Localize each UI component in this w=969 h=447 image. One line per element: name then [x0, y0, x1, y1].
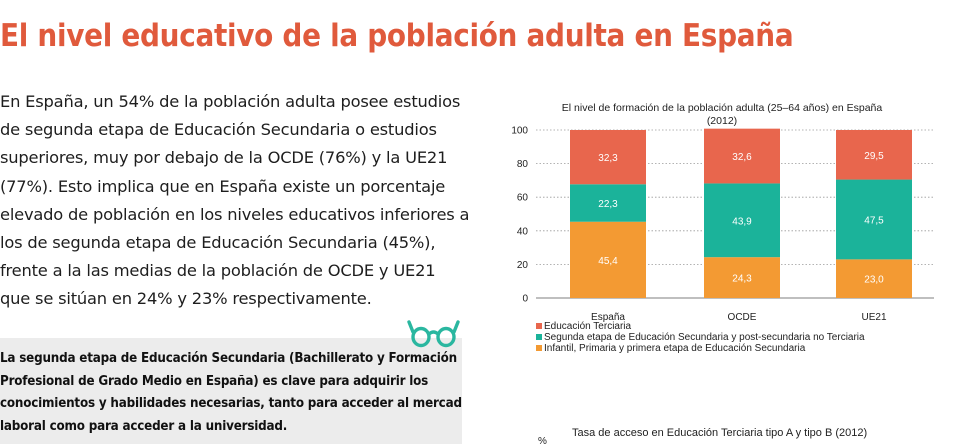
x-tick-label: OCDE: [728, 312, 757, 323]
chart2-title: Tasa de acceso en Educación Terciaria ti…: [572, 427, 868, 439]
bar-segment-segunda-1: [704, 183, 780, 258]
chart2-y-axis-label: %: [538, 436, 547, 447]
legend-swatch-terciaria: [536, 323, 542, 329]
bar-segment-terciaria-1: [704, 128, 780, 184]
data-label: 43,9: [732, 216, 752, 227]
intro-paragraph: En España, un 54% de la población adulta…: [0, 92, 470, 309]
x-tick-label: España: [591, 312, 625, 323]
glasses-icon: [407, 320, 460, 348]
chart-title-line-2: (2012): [707, 115, 737, 127]
bar-segment-terciaria-2: [836, 130, 912, 180]
bar-segment-infantil-1: [704, 257, 780, 298]
data-label: 23,0: [864, 275, 884, 286]
callout-box: La segunda etapa de Educación Secundaria…: [0, 338, 462, 444]
data-label: 24,3: [732, 274, 752, 285]
legend-swatch-segunda: [536, 334, 542, 340]
chart-title-line-1: El nivel de formación de la población ad…: [562, 102, 883, 114]
y-tick-label: 0: [522, 294, 528, 305]
callout-text: La segunda etapa de Educación Secundaria…: [0, 351, 462, 434]
data-label: 29,5: [864, 151, 884, 162]
legend-label-segunda: Segunda etapa de Educación Secundaria y …: [544, 332, 865, 343]
data-label: 32,3: [598, 153, 618, 164]
data-label: 22,3: [598, 199, 618, 210]
legend-label-terciaria: Educación Terciaria: [544, 321, 632, 332]
bar-segment-segunda-2: [836, 179, 912, 260]
bar-segment-terciaria-0: [570, 130, 646, 185]
y-tick-label: 20: [517, 260, 529, 271]
chart-education-levels: El nivel de formación de la población ad…: [511, 102, 934, 354]
data-label: 32,6: [732, 152, 752, 163]
data-label: 47,5: [864, 215, 884, 226]
legend-label-infantil: Infantil, Primaria y primera etapa de Ed…: [544, 343, 806, 354]
bar-segment-infantil-0: [570, 221, 646, 298]
x-tick-label: UE21: [861, 312, 886, 323]
y-tick-label: 60: [517, 193, 529, 204]
y-tick-label: 80: [517, 159, 529, 170]
page-title: El nivel educativo de la población adult…: [0, 18, 794, 54]
legend-swatch-infantil: [536, 345, 542, 351]
y-tick-label: 100: [511, 126, 528, 137]
y-tick-label: 40: [517, 226, 529, 237]
data-label: 45,4: [598, 256, 618, 267]
bar-segment-segunda-0: [570, 184, 646, 222]
bar-segment-infantil-2: [836, 259, 912, 298]
